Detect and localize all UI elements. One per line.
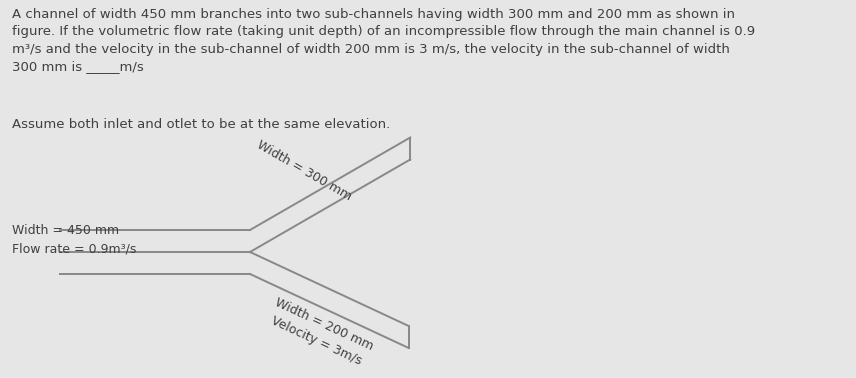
Text: Width = 300 mm: Width = 300 mm <box>254 138 354 203</box>
Text: Width = 450 mm
Flow rate = 0.9m³/s: Width = 450 mm Flow rate = 0.9m³/s <box>12 224 136 255</box>
Text: A channel of width 450 mm branches into two sub-channels having width 300 mm and: A channel of width 450 mm branches into … <box>12 8 755 73</box>
Text: Assume both inlet and otlet to be at the same elevation.: Assume both inlet and otlet to be at the… <box>12 118 390 131</box>
Text: Width = 200 mm
Velocity = 3m/s: Width = 200 mm Velocity = 3m/s <box>265 296 376 370</box>
